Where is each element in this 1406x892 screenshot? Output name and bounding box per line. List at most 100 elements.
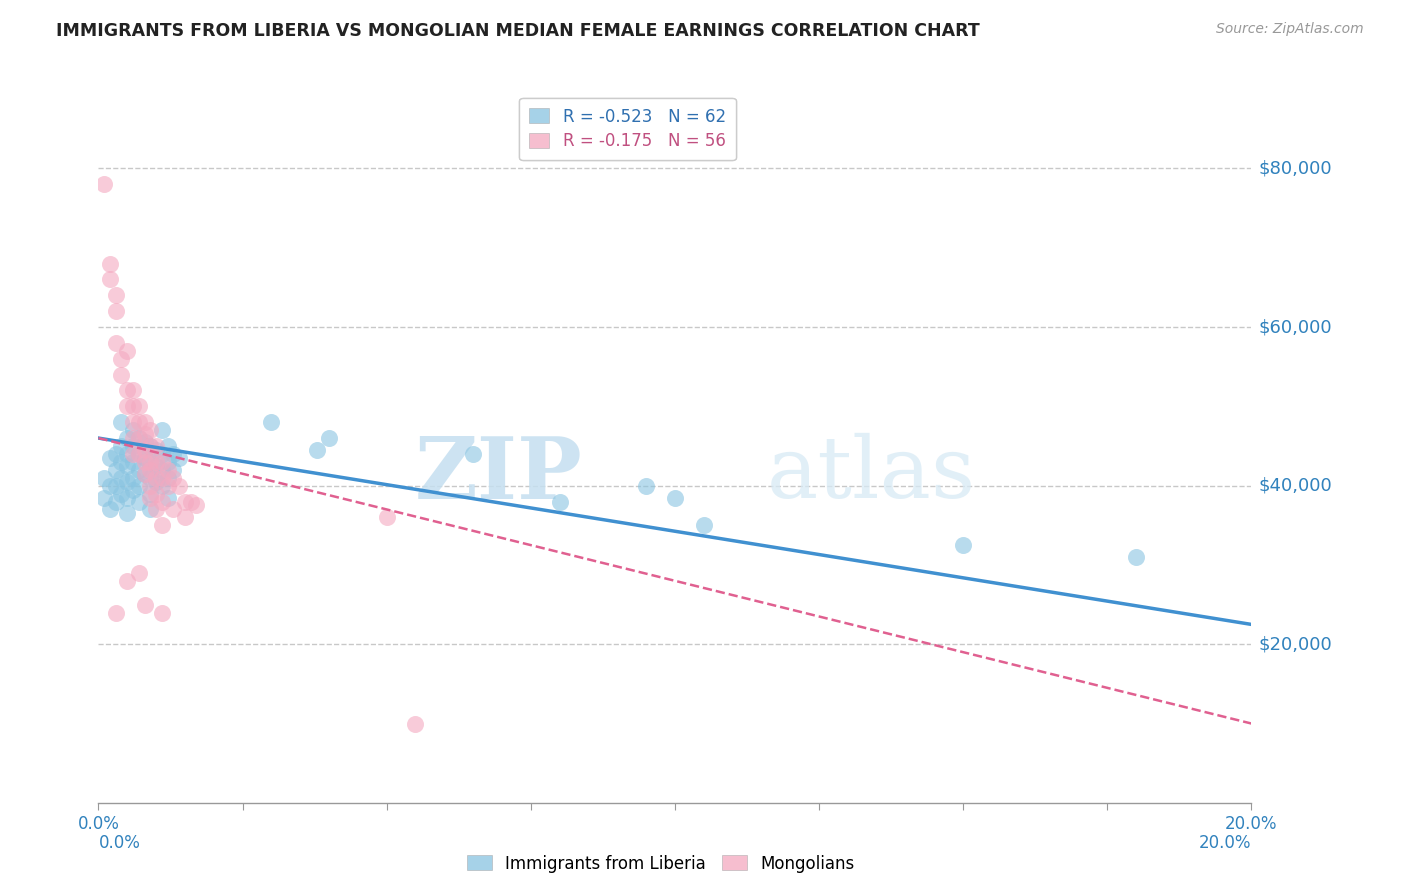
Point (139, 478, 162, 492)
Text: 20.0%: 20.0% (1199, 834, 1251, 852)
Point (318, 431, 340, 445)
Point (128, 431, 150, 445)
Point (104, 335, 127, 350)
Point (145, 458, 167, 473)
Point (186, 499, 208, 513)
Point (167, 450, 190, 465)
Point (104, 478, 127, 492)
Point (156, 439, 179, 453)
Point (122, 471, 145, 485)
Point (134, 450, 156, 465)
Point (180, 494, 202, 508)
Point (117, 491, 138, 505)
Point (110, 471, 132, 485)
Point (260, 415, 283, 429)
Point (98, 502, 121, 516)
Point (174, 494, 197, 508)
Point (139, 423, 162, 437)
Text: 0.0%: 0.0% (98, 834, 141, 852)
Point (104, 447, 127, 461)
Point (156, 455, 179, 469)
Legend: Immigrants from Liberia, Mongolians: Immigrants from Liberia, Mongolians (460, 848, 862, 880)
Text: $40,000: $40,000 (1258, 476, 1331, 495)
Point (139, 471, 162, 485)
Point (156, 491, 179, 505)
Text: atlas: atlas (768, 433, 976, 516)
Point (122, 439, 145, 453)
Point (128, 478, 150, 492)
Point (156, 478, 179, 492)
Point (93, 491, 115, 505)
Point (1125, 549, 1147, 564)
Point (128, 447, 150, 461)
Text: $80,000: $80,000 (1258, 160, 1331, 178)
Legend: R = -0.523   N = 62, R = -0.175   N = 56: R = -0.523 N = 62, R = -0.175 N = 56 (519, 97, 735, 161)
Point (98, 272, 121, 286)
Point (139, 463, 162, 477)
Point (150, 463, 173, 477)
Point (162, 447, 184, 461)
Point (139, 439, 162, 453)
Point (122, 483, 145, 497)
Point (122, 384, 145, 398)
Point (110, 368, 132, 382)
Point (167, 478, 190, 492)
Point (128, 431, 150, 445)
Point (104, 494, 127, 508)
Point (150, 606, 173, 620)
Point (104, 304, 127, 318)
Point (952, 538, 974, 552)
Point (93, 471, 115, 485)
Point (145, 455, 167, 469)
Point (110, 455, 132, 469)
Point (145, 471, 167, 485)
Point (122, 400, 145, 414)
Point (98, 478, 121, 492)
Point (128, 566, 150, 580)
Point (693, 518, 716, 533)
Point (174, 510, 197, 524)
Text: $20,000: $20,000 (1258, 635, 1331, 653)
Point (128, 463, 150, 477)
Point (461, 447, 484, 461)
Point (134, 598, 156, 612)
Point (156, 463, 179, 477)
Point (139, 455, 162, 469)
Point (110, 415, 132, 429)
Point (122, 423, 145, 437)
Point (150, 478, 173, 492)
Point (139, 502, 162, 516)
Point (150, 447, 173, 461)
Text: Source: ZipAtlas.com: Source: ZipAtlas.com (1216, 22, 1364, 37)
Point (117, 574, 138, 588)
Point (150, 494, 173, 508)
Point (104, 463, 127, 477)
Point (122, 415, 145, 429)
Point (145, 439, 167, 453)
Point (128, 400, 150, 414)
Point (117, 431, 138, 445)
Point (134, 467, 156, 481)
Text: IMMIGRANTS FROM LIBERIA VS MONGOLIAN MEDIAN FEMALE EARNINGS CORRELATION CHART: IMMIGRANTS FROM LIBERIA VS MONGOLIAN MED… (56, 22, 980, 40)
Point (134, 442, 156, 457)
Point (150, 518, 173, 533)
Text: ZIP: ZIP (415, 433, 582, 516)
Point (162, 502, 184, 516)
Point (375, 510, 398, 524)
Point (162, 471, 184, 485)
Point (117, 507, 138, 521)
Point (98, 257, 121, 271)
Point (134, 427, 156, 442)
Point (139, 439, 162, 453)
Point (93, 178, 115, 192)
Point (117, 475, 138, 489)
Point (405, 716, 427, 731)
Point (664, 491, 686, 505)
Point (117, 343, 138, 358)
Point (122, 447, 145, 461)
Point (110, 486, 132, 500)
Point (145, 502, 167, 516)
Point (128, 447, 150, 461)
Point (145, 486, 167, 500)
Point (110, 351, 132, 366)
